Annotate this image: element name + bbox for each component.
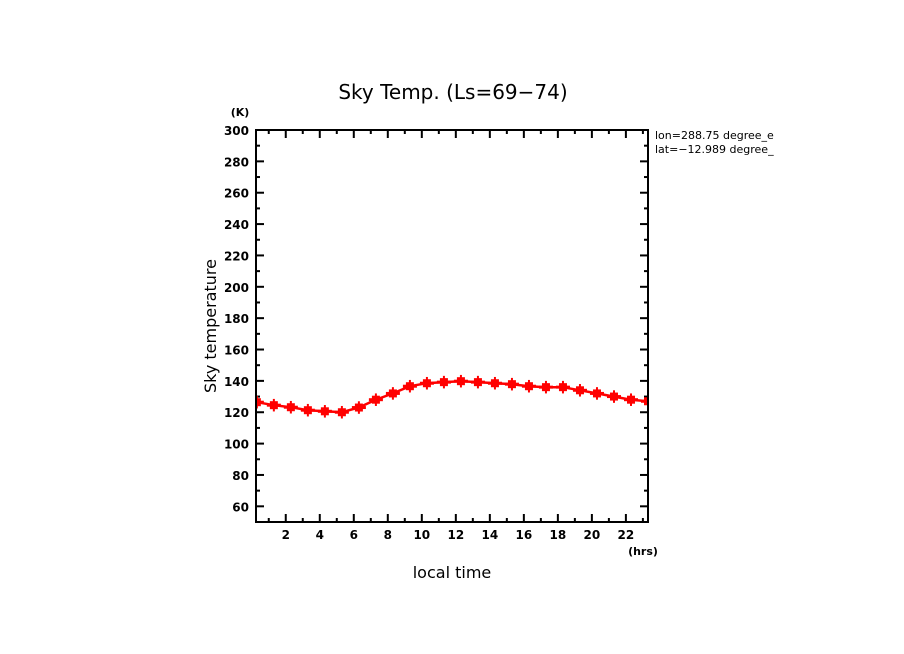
data-point [541,383,550,392]
x-tick-label: 12 [447,528,464,542]
chart-title: Sky Temp. (Ls=69−74) [338,80,567,104]
x-tick-label: 22 [618,528,635,542]
data-point [269,401,278,410]
y-tick-label: 200 [224,281,249,295]
y-tick-label: 160 [224,344,249,358]
data-point [256,398,261,407]
y-tick-label: 180 [224,312,249,326]
y-axis-title: Sky temperature [201,259,220,393]
annotation-lat: lat=−12.989 degree_ [655,143,774,156]
x-tick-label: 18 [550,528,567,542]
plot-frame [255,129,649,523]
data-point [558,383,567,392]
data-point [592,389,601,398]
y-tick-label: 240 [224,218,249,232]
axis-tick-labels: 2 4 6 8 10 12 14 16 18 20 22 60 80 100 120 140 160 180 200… [224,124,634,542]
data-point [609,392,618,401]
data-point [524,382,533,391]
data-point [303,406,312,415]
data-point [456,377,465,386]
x-tick-label: 16 [516,528,533,542]
data-point [626,395,635,404]
data-point [405,382,414,391]
y-tick-label: 60 [232,500,249,514]
y-tick-label: 80 [232,469,249,483]
y-tick-label: 280 [224,155,249,169]
y-unit-label: (K) [231,106,250,119]
y-tick-label: 260 [224,187,249,201]
y-tick-label: 220 [224,249,249,263]
series-layer [256,374,649,419]
data-point [320,407,329,416]
data-point [507,380,516,389]
plot-area [256,374,649,419]
axis-ticks [256,129,648,523]
x-tick-label: 10 [413,528,430,542]
data-point [644,397,649,406]
x-tick-label: 14 [481,528,498,542]
x-tick-label: 20 [584,528,601,542]
data-point [490,379,499,388]
y-tick-label: 120 [224,406,249,420]
annotation-lon: lon=288.75 degree_e [655,129,774,142]
y-tick-label: 300 [224,124,249,138]
x-tick-label: 8 [384,528,392,542]
data-point [473,378,482,387]
y-tick-label: 100 [224,438,249,452]
data-point [286,403,295,412]
y-tick-label: 140 [224,375,249,389]
x-tick-label: 2 [282,528,290,542]
data-point [354,403,363,412]
data-point [575,386,584,395]
x-tick-label: 6 [350,528,358,542]
x-axis-title: local time [413,563,492,582]
data-point [388,389,397,398]
x-tick-label: 4 [316,528,324,542]
x-unit-label: (hrs) [628,545,658,558]
data-point [371,395,380,404]
data-point [337,408,346,417]
data-point [422,379,431,388]
data-point [439,378,448,387]
series-line [256,379,649,414]
